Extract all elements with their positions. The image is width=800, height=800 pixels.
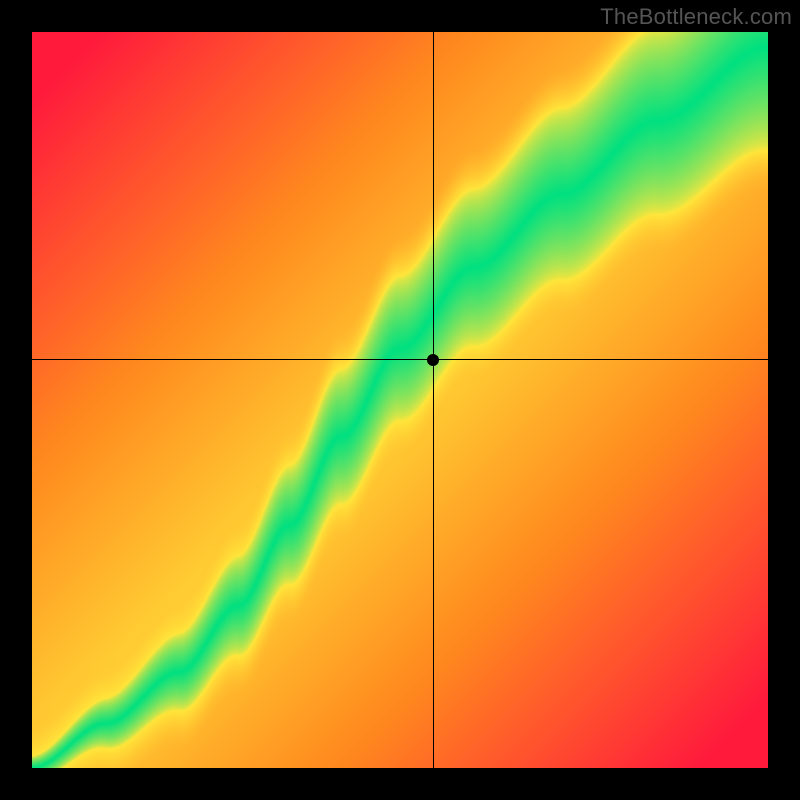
root-container: TheBottleneck.com [0, 0, 800, 800]
crosshair-horizontal [32, 359, 768, 360]
heatmap-plot [32, 32, 768, 768]
heatmap-canvas [32, 32, 768, 768]
crosshair-vertical [433, 32, 434, 768]
crosshair-marker [427, 354, 439, 366]
watermark-text: TheBottleneck.com [600, 4, 792, 30]
